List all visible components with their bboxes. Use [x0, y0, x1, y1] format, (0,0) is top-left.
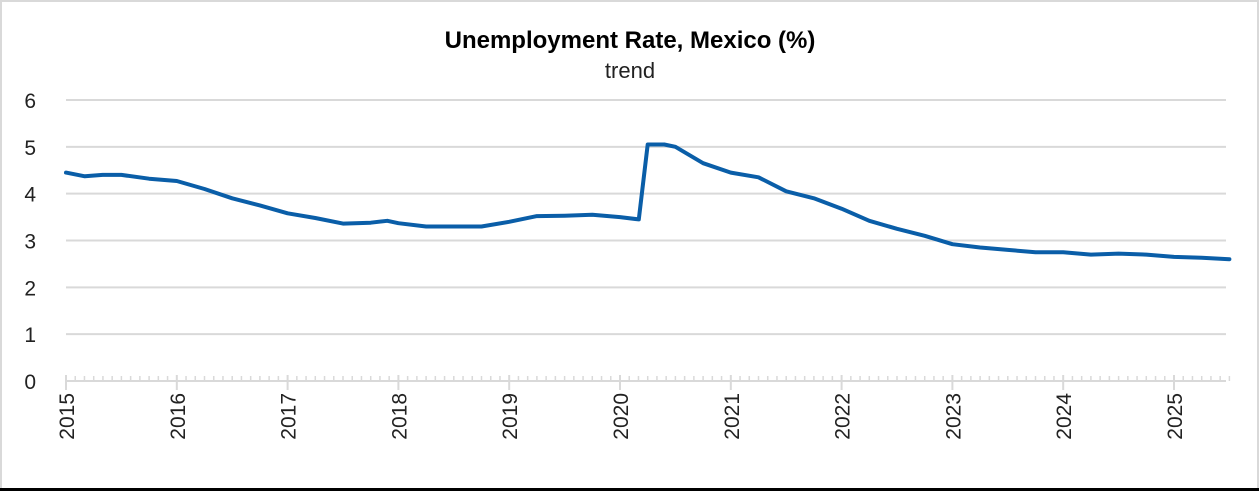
y-tick-label: 6	[24, 90, 36, 113]
x-tick-label: 2025	[1164, 393, 1187, 440]
x-tick-label: 2018	[388, 393, 411, 440]
x-axis-tick-labels: 2015 2016 2017 2018 2019 2020 2021 2022 2023 2024…	[56, 393, 1187, 440]
chart-subtitle: trend	[605, 58, 655, 83]
y-tick-label: 0	[24, 371, 36, 394]
unemployment-rate-line	[64, 142, 1232, 262]
y-tick-label: 1	[24, 324, 36, 347]
y-axis-ticks: 0 1 2 3 4 5 6	[24, 90, 36, 394]
x-tick-label: 2016	[167, 393, 190, 440]
x-tick-label: 2017	[278, 393, 301, 440]
x-axis	[65, 375, 1231, 390]
chart-title: Unemployment Rate, Mexico (%)	[445, 27, 816, 54]
x-tick-label: 2023	[942, 393, 965, 440]
x-tick-label: 2015	[56, 393, 79, 440]
x-tick-label: 2021	[721, 393, 744, 440]
y-tick-label: 4	[24, 184, 36, 207]
x-tick-label: 2020	[610, 393, 633, 440]
x-tick-label: 2022	[832, 393, 855, 440]
y-tick-label: 5	[24, 137, 36, 160]
x-tick-label: 2024	[1053, 393, 1076, 440]
y-tick-label: 3	[24, 231, 36, 254]
gridlines	[66, 99, 1226, 336]
x-tick-label: 2019	[499, 393, 522, 440]
y-tick-label: 2	[24, 277, 36, 300]
